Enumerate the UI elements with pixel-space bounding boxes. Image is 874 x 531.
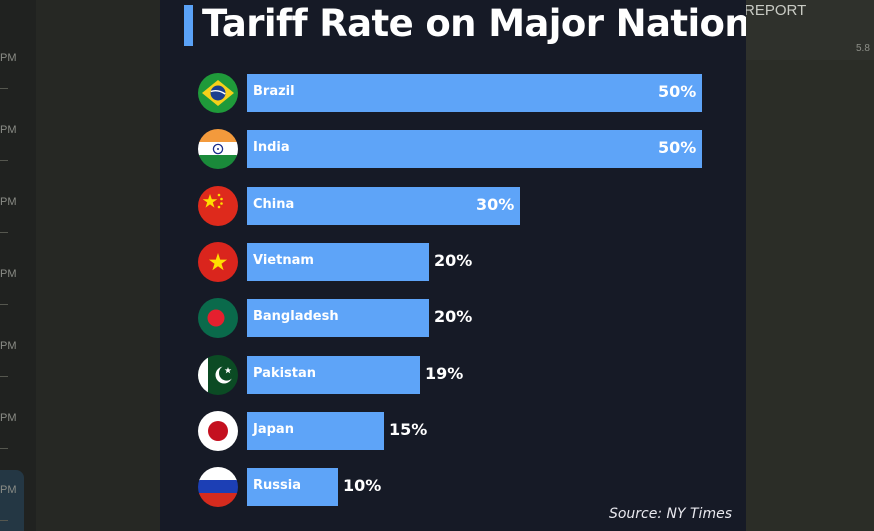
bar-value-label: 20% — [434, 251, 473, 270]
bangladesh-flag-icon — [198, 298, 238, 338]
bar-value-label: 15% — [389, 420, 428, 439]
bar — [247, 130, 702, 168]
pakistan-flag-icon — [198, 355, 238, 395]
background-side-pill — [0, 470, 24, 531]
background-side-label: PM — [0, 412, 17, 424]
chart-source: Source: NY Times — [608, 506, 732, 522]
bar-category-label: India — [253, 140, 290, 155]
background-side-label: PM — [0, 484, 17, 496]
background-side-label: PM — [0, 52, 17, 64]
bar — [247, 468, 338, 506]
background-side-dash — [0, 448, 8, 449]
bar — [247, 74, 702, 112]
background-side-label: PM — [0, 196, 17, 208]
background-report-number: 5.8 — [856, 43, 870, 54]
background-side-label: PM — [0, 340, 17, 352]
bar-category-label: Pakistan — [253, 366, 317, 381]
background-side-dash — [0, 304, 8, 305]
background-side-dash — [0, 88, 8, 89]
bar — [247, 187, 520, 225]
background-side-label: PM — [0, 268, 17, 280]
bar-row: Brazil 50% — [160, 73, 746, 113]
background-side-label: PM — [0, 124, 17, 136]
bar-category-label: Vietnam — [253, 253, 314, 268]
background-side-dash — [0, 376, 8, 377]
india-flag-icon — [198, 129, 238, 169]
background-left-column — [0, 0, 36, 531]
vietnam-flag-icon — [198, 242, 238, 282]
bar — [247, 299, 429, 337]
bar-row: Vietnam 20% — [160, 242, 746, 282]
bar-category-label: Brazil — [253, 84, 295, 99]
bar-row: Pakistan 19% — [160, 355, 746, 395]
bar-value-label: 20% — [434, 307, 473, 326]
background-right-header — [746, 0, 874, 60]
bar-value-label: 50% — [658, 82, 697, 101]
background-right — [746, 0, 874, 531]
bar-row: Japan 15% — [160, 411, 746, 451]
china-flag-icon — [198, 186, 238, 226]
bar-value-label: 50% — [658, 138, 697, 157]
background-side-dash — [0, 520, 8, 521]
bar-row: India 50% — [160, 129, 746, 169]
bar — [247, 412, 384, 450]
chart-panel: Tariff Rate on Major Nations Brazil 50% In… — [160, 0, 746, 531]
bar-value-label: 30% — [476, 195, 515, 214]
bar-category-label: China — [253, 197, 295, 212]
bar — [247, 356, 420, 394]
bar-category-label: Japan — [253, 422, 294, 437]
bar-row: Russia 10% — [160, 467, 746, 507]
background-side-dash — [0, 160, 8, 161]
bar-category-label: Russia — [253, 478, 301, 493]
brazil-flag-icon — [198, 73, 238, 113]
chart-title: Tariff Rate on Major Nations — [202, 2, 746, 45]
bar-value-label: 19% — [425, 364, 464, 383]
title-accent-bar — [184, 5, 193, 46]
background-side-dash — [0, 232, 8, 233]
bar — [247, 243, 429, 281]
background-report-text: REPORT — [744, 2, 807, 19]
russia-flag-icon — [198, 467, 238, 507]
bar-value-label: 10% — [343, 476, 382, 495]
bar-category-label: Bangladesh — [253, 309, 339, 324]
japan-flag-icon — [198, 411, 238, 451]
bar-row: China 30% — [160, 186, 746, 226]
bar-row: Bangladesh 20% — [160, 298, 746, 338]
